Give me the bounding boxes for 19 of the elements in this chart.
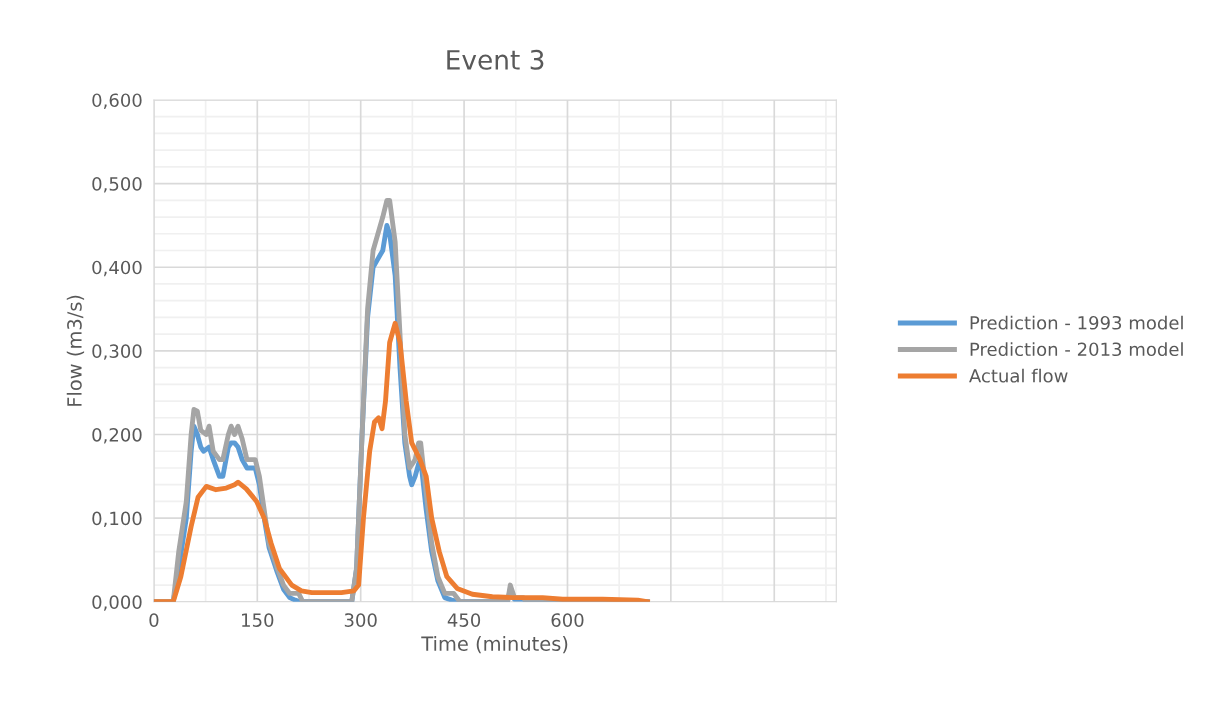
y-tick-label: 0,600 xyxy=(92,93,142,109)
y-tick-label: 0,000 xyxy=(92,595,142,611)
x-tick-label: 0 xyxy=(149,613,159,627)
y-tick-label: 0,200 xyxy=(92,427,142,444)
y-tick-label: 0,400 xyxy=(92,260,142,277)
chart-title: Event 3 xyxy=(447,49,544,70)
x-tick-label: 450 xyxy=(447,613,481,627)
y-axis-title: Flow (m3/s) xyxy=(66,295,85,406)
legend-label: Actual flow xyxy=(969,368,1068,383)
x-tick-label: 150 xyxy=(242,613,274,627)
x-tick-label: 300 xyxy=(344,613,377,627)
y-tick-label: 0,300 xyxy=(92,344,142,360)
y-tick-label: 0,100 xyxy=(92,511,142,528)
line-series xyxy=(153,320,650,602)
legend-label: Prediction - 2013 model xyxy=(970,342,1183,357)
y-tick-label: 0,500 xyxy=(92,177,142,193)
legend-label: Prediction - 1993 model xyxy=(970,315,1183,330)
x-tick-label: 600 xyxy=(551,613,584,627)
x-axis-title: Time (minutes) xyxy=(421,635,568,654)
